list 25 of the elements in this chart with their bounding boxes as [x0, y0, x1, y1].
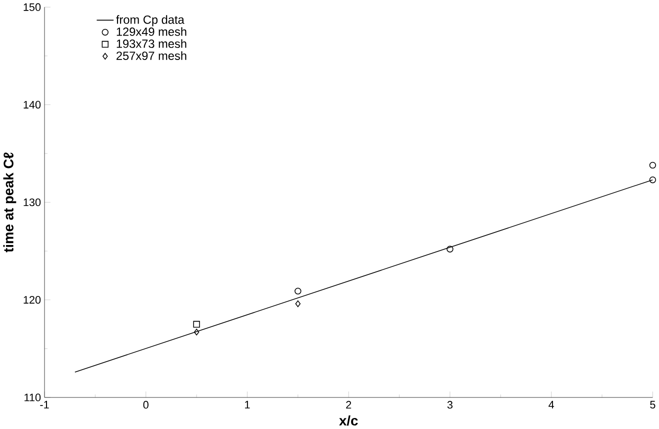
y-tick-label: 150 — [24, 3, 41, 11]
x-axis-title: x/c — [339, 415, 358, 426]
y-tick-label: 140 — [24, 100, 41, 109]
y-tick-label: 130 — [24, 198, 41, 206]
y-tick-label: 120 — [24, 296, 41, 304]
y-axis-title: time at peak Cℓ — [3, 152, 16, 252]
x-tick-label: 4 — [548, 400, 554, 408]
legend-label: 129x49 mesh — [116, 27, 186, 36]
x-tick-label: 0 — [143, 400, 148, 409]
legend-label: from Cp data — [116, 15, 184, 26]
point — [649, 162, 656, 169]
point — [649, 176, 656, 184]
point — [194, 328, 200, 336]
y-tick-label: 110 — [24, 394, 41, 402]
x-tick-label: 5 — [650, 400, 656, 409]
x-tick-label: 2 — [346, 400, 352, 409]
point — [295, 300, 301, 308]
x-tick-label: 3 — [447, 400, 453, 409]
point — [294, 288, 302, 294]
point — [193, 320, 200, 328]
x-tick-label: -1 — [40, 400, 49, 408]
legend-label: 193x73 mesh — [116, 39, 186, 48]
point — [446, 246, 454, 252]
x-tick-label: 1 — [245, 400, 250, 408]
legend-label: 257x97 mesh — [116, 51, 186, 60]
